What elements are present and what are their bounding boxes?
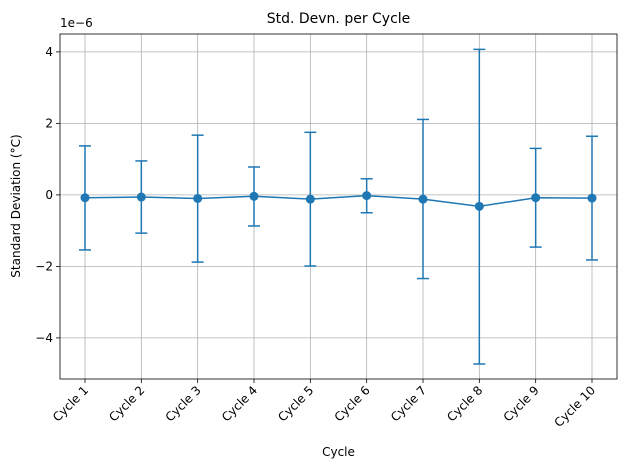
x-ticks: Cycle 1 Cycle 2 Cycle 3 Cycle 4 Cycle 5 Cycle… (50, 379, 598, 430)
grid-layer (60, 34, 617, 379)
x-tick-label: Cycle 4 (219, 383, 260, 424)
x-tick-label: Cycle 10 (552, 383, 599, 430)
data-point (80, 193, 90, 203)
data-point (136, 192, 146, 202)
x-tick-label: Cycle 5 (275, 383, 316, 424)
data-point (418, 194, 428, 204)
data-point (474, 201, 484, 211)
plot-frame (59, 33, 618, 380)
y-tick-label: −4 (35, 331, 53, 345)
y-tick-label: 4 (45, 45, 53, 59)
y-ticks: −4 −2 0 2 4 (35, 45, 60, 345)
chart-title: Std. Devn. per Cycle (267, 11, 411, 27)
y-offset-label: 1e−6 (60, 16, 93, 30)
y-tick-label: −2 (35, 259, 53, 273)
data-point (305, 194, 315, 204)
y-tick-label: 0 (45, 188, 53, 202)
data-point (193, 193, 203, 203)
data-point (362, 191, 372, 201)
x-tick-label: Cycle 1 (50, 383, 91, 424)
data-point (249, 191, 259, 201)
data-point (587, 193, 597, 203)
x-tick-label: Cycle 9 (501, 383, 542, 424)
y-tick-label: 2 (45, 116, 53, 130)
series-line-layer (84, 194, 593, 208)
x-tick-label: Cycle 2 (106, 383, 147, 424)
x-tick-label: Cycle 8 (444, 383, 485, 424)
series-line (84, 194, 593, 208)
x-axis-label: Cycle (322, 445, 355, 459)
errorbar-layer (79, 48, 598, 365)
x-tick-label: Cycle 6 (332, 383, 373, 424)
data-point (531, 193, 541, 203)
x-tick-label: Cycle 7 (388, 383, 429, 424)
x-tick-label: Cycle 3 (163, 383, 204, 424)
y-axis-label: Standard Deviation (°C) (9, 134, 23, 277)
data-points-layer (80, 191, 597, 211)
